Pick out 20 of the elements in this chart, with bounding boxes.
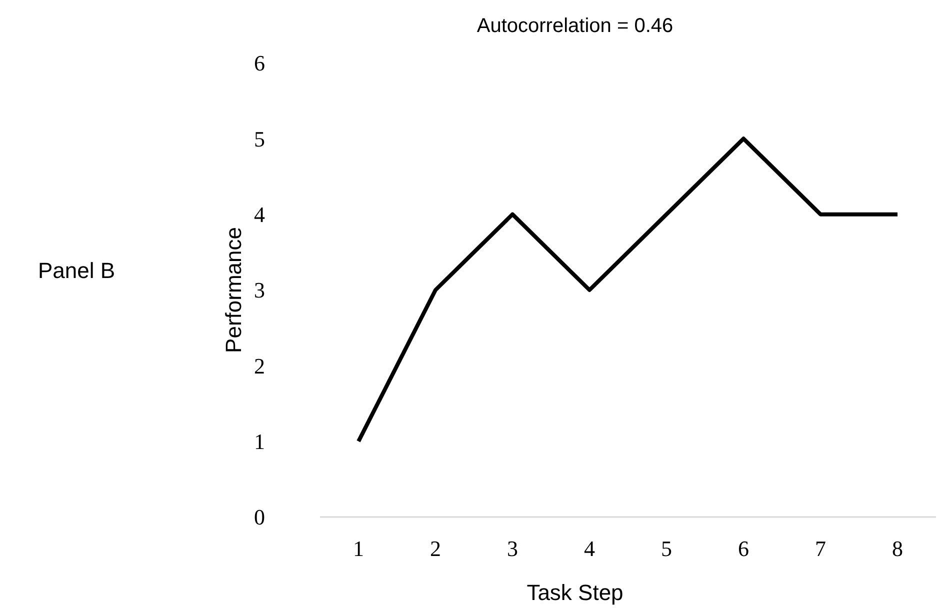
x-tick-label: 6 — [738, 536, 749, 561]
y-tick-label: 6 — [254, 50, 265, 76]
y-tick-label: 0 — [254, 504, 265, 530]
x-tick-label: 1 — [353, 536, 364, 561]
y-tick-label: 4 — [254, 202, 265, 228]
y-axis-title: Performance — [221, 227, 246, 353]
x-tick-label: 2 — [430, 536, 441, 561]
text: Panel B — [38, 258, 116, 283]
y-tick-label: 2 — [254, 353, 265, 378]
x-tick-label: 8 — [892, 536, 903, 561]
x-tick-label: 5 — [661, 536, 672, 561]
line-series — [356, 136, 900, 444]
y-tick-label: 1 — [254, 429, 265, 454]
x-tick-label: 3 — [507, 536, 518, 561]
y-tick-label: 3 — [254, 278, 265, 303]
chart-title: Autocorrelation = 0.46 — [476, 15, 674, 37]
y-tick-label: 5 — [254, 126, 265, 152]
x-axis-title: Task Step — [526, 580, 624, 605]
x-tick-label: 4 — [584, 536, 595, 561]
x-tick-label: 7 — [815, 536, 826, 561]
